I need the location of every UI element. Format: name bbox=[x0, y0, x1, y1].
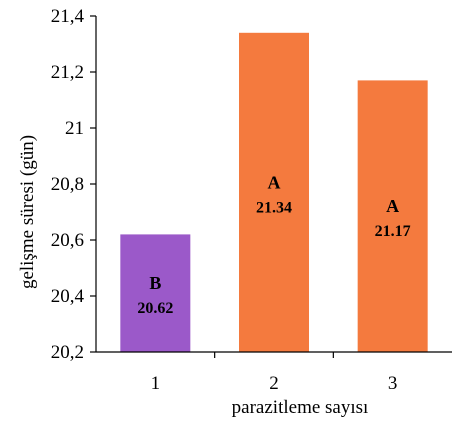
bar-group-letter: A bbox=[386, 196, 399, 216]
y-tick-label: 20,2 bbox=[51, 342, 84, 363]
bar-1 bbox=[120, 234, 191, 352]
bar-group-letter: A bbox=[268, 172, 281, 192]
bar-value-label: 21.17 bbox=[375, 223, 411, 240]
x-tick-label: 3 bbox=[388, 373, 398, 394]
x-ticks-group: 1 2 3 bbox=[151, 352, 398, 394]
x-tick-label: 2 bbox=[269, 373, 279, 394]
y-ticks-group: 20,2 20,4 20,6 20,8 21 21,2 21,4 bbox=[51, 6, 96, 363]
bar-value-label: 20.62 bbox=[137, 300, 173, 317]
bar-labels-group: B 20.62 A 21.34 A 21.17 bbox=[137, 172, 410, 317]
y-tick-label: 21,4 bbox=[51, 6, 85, 27]
x-tick-label: 1 bbox=[151, 373, 161, 394]
bar-value-label: 21.34 bbox=[256, 199, 292, 216]
bar-3 bbox=[357, 80, 428, 353]
bar-2 bbox=[239, 32, 309, 353]
bar-group-letter: B bbox=[149, 273, 161, 293]
x-axis-title: parazitleme sayısı bbox=[232, 397, 369, 418]
y-tick-label: 20,4 bbox=[51, 286, 85, 307]
y-tick-label: 20,8 bbox=[51, 174, 84, 195]
y-tick-label: 21,2 bbox=[51, 62, 84, 83]
y-axis-title: gelişme süresi (gün) bbox=[17, 135, 38, 289]
bars-group bbox=[120, 32, 428, 353]
y-tick-label: 21 bbox=[65, 118, 84, 139]
y-tick-label: 20,6 bbox=[51, 230, 84, 251]
